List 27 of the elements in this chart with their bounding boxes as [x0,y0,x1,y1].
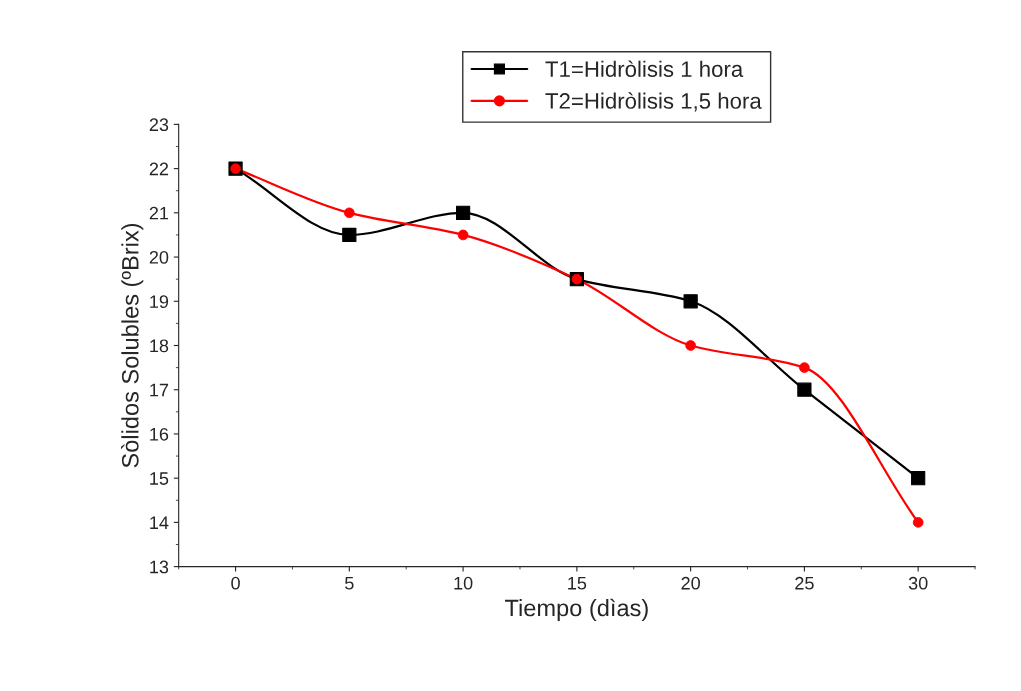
y-tick-label: 21 [149,206,169,220]
x-tick-label: 10 [454,576,473,590]
x-tick-label: 20 [681,576,700,590]
y-tick-label: 20 [149,250,169,264]
x-tick-label: 25 [795,576,814,590]
y-tick-label: 16 [150,427,169,441]
x-axis-title: Tiempo (dìas) [505,598,648,622]
point [683,294,698,309]
x-tick-label: 15 [568,577,587,590]
x-tick-label: 0 [231,576,240,590]
y-tick-label: 22 [149,162,169,176]
x-tick-label: 30 [908,576,928,590]
point [911,471,926,486]
y-tick-label: 23 [149,118,169,132]
point [455,205,471,220]
y-tick-label: 19 [150,295,169,308]
point [342,227,357,243]
y-tick-label: 18 [150,339,169,353]
x-tick-label: 5 [345,577,354,590]
y-tick-label: 14 [150,516,169,529]
y-tick-label: 17 [150,383,169,397]
y-tick-label: 13 [150,560,169,574]
point [797,382,812,397]
legend-label: T2=Hidròlisis 1,5 hora [545,92,762,112]
legend-label: T1=Hidròlisis 1 hora [545,60,744,78]
y-tick-label: 15 [150,472,169,485]
y-axis-title: Sòlidos Solubles (ºBrix) [121,223,144,468]
